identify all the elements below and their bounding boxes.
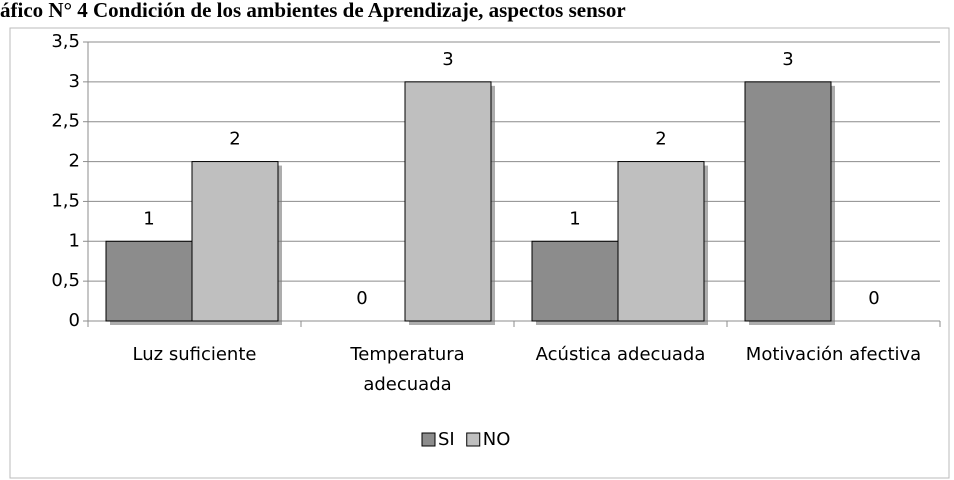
y-tick-label: 0,5 [51,270,80,291]
value-label: 0 [356,288,367,309]
y-tick-label: 3,5 [51,31,80,52]
x-tick-label: Motivación afectiva [746,344,921,365]
value-label: 2 [655,129,666,150]
legend-label: NO [483,429,511,450]
bar [105,240,193,322]
bar [404,81,492,322]
x-tick-label: Luz suficiente [133,344,257,365]
y-tick-label: 1,5 [51,190,80,211]
legend-swatch [466,432,481,447]
bar [191,161,279,322]
y-tick-label: 2,5 [51,111,80,132]
value-label: 3 [442,49,453,70]
y-tick-label: 3 [69,71,80,92]
bar [744,81,832,322]
value-label: 2 [229,129,240,150]
legend-label: SI [438,429,455,450]
value-label: 0 [868,288,879,309]
value-label: 1 [143,208,154,229]
y-tick-label: 0 [69,310,80,331]
value-label: 3 [782,49,793,70]
x-tick-label: Temperatura adecuada [349,344,464,395]
x-tick-label: Acústica adecuada [536,344,706,365]
bar [531,240,619,322]
chart-title: áfico N° 4 Condición de los ambientes de… [0,0,626,22]
value-label: 1 [569,208,580,229]
y-tick-label: 1 [69,230,80,251]
bar [617,161,705,322]
legend-swatch [421,432,436,447]
y-tick-label: 2 [69,151,80,172]
